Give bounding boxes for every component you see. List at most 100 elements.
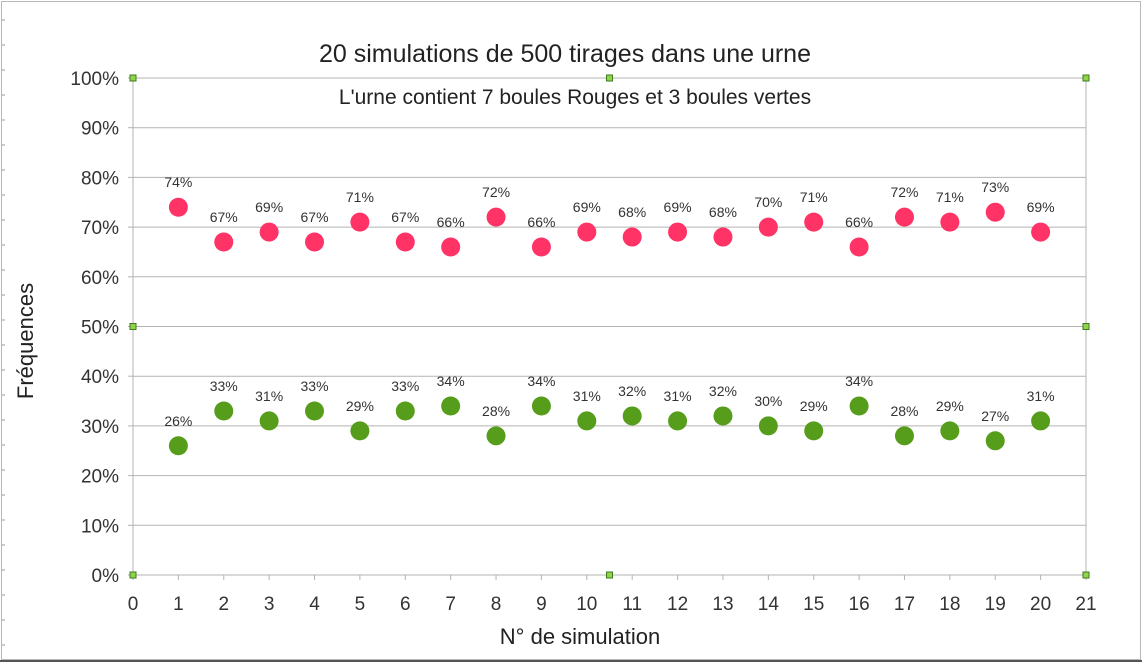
x-tick-label: 11 (622, 594, 642, 615)
data-point (758, 217, 778, 237)
data-point (259, 411, 279, 431)
data-point (622, 406, 642, 426)
y-axis-label: Fréquences (13, 283, 38, 399)
x-tick-label: 3 (264, 594, 275, 615)
x-tick-label: 14 (758, 594, 780, 615)
data-label: 29% (800, 398, 828, 414)
data-point (168, 197, 188, 217)
data-label: 33% (301, 378, 329, 394)
data-point (1031, 222, 1051, 242)
resize-handle[interactable] (1082, 74, 1090, 82)
data-point (168, 436, 188, 456)
data-point (804, 212, 824, 232)
data-label: 34% (527, 373, 555, 389)
x-tick-label: 5 (355, 594, 366, 615)
data-label: 72% (482, 184, 510, 200)
chart-subtitle: L'urne contient 7 boules Rouges et 3 bou… (339, 86, 811, 109)
data-point (940, 212, 960, 232)
data-label: 31% (1027, 388, 1055, 404)
data-label: 71% (346, 189, 374, 205)
data-point (713, 227, 733, 247)
x-tick-label: 18 (939, 594, 960, 615)
data-point (758, 416, 778, 436)
y-tick-label: 100% (70, 69, 119, 90)
resize-handle[interactable] (606, 74, 613, 82)
x-tick-label: 21 (1075, 594, 1096, 615)
data-label: 70% (754, 194, 782, 210)
x-tick-label: 10 (576, 594, 597, 615)
y-tick-label: 40% (81, 367, 119, 388)
data-label: 28% (890, 403, 918, 419)
x-tick-label: 9 (536, 594, 547, 615)
x-tick-label: 6 (400, 594, 411, 615)
data-label: 31% (664, 388, 692, 404)
x-tick-label: 4 (309, 594, 320, 615)
data-label: 68% (709, 204, 737, 220)
resize-handle[interactable] (129, 74, 137, 82)
data-point (849, 396, 869, 416)
x-tick-label: 7 (445, 594, 456, 615)
y-tick-label: 30% (81, 417, 119, 438)
data-point (985, 431, 1005, 451)
x-tick-label: 15 (803, 594, 824, 615)
y-tick-label: 90% (81, 119, 119, 140)
data-label: 67% (301, 209, 329, 225)
data-label: 66% (527, 214, 555, 230)
data-label: 28% (482, 403, 510, 419)
data-point (668, 222, 688, 242)
data-label: 69% (664, 199, 692, 215)
data-label: 66% (437, 214, 465, 230)
data-point (214, 401, 234, 421)
x-tick-label: 1 (173, 594, 184, 615)
resize-handle[interactable] (606, 571, 613, 579)
resize-handle[interactable] (129, 571, 137, 579)
chart-title: 20 simulations de 500 tirages dans une u… (319, 40, 811, 68)
resize-handle[interactable] (1082, 571, 1090, 579)
data-point (985, 202, 1005, 222)
data-label: 69% (255, 199, 283, 215)
data-point (486, 426, 506, 446)
data-label: 26% (164, 413, 192, 429)
y-tick-label: 10% (81, 516, 119, 537)
x-axis-label: N° de simulation (500, 624, 660, 649)
gridlines (128, 77, 1087, 580)
data-label: 73% (981, 179, 1009, 195)
x-tick-label: 8 (491, 594, 502, 615)
x-tick-label: 20 (1030, 594, 1051, 615)
data-point (894, 426, 914, 446)
selection-handles[interactable] (129, 74, 1090, 579)
data-point (894, 207, 914, 227)
data-label: 31% (255, 388, 283, 404)
data-point (441, 237, 461, 257)
data-label: 31% (573, 388, 601, 404)
data-point (350, 212, 370, 232)
data-label: 33% (391, 378, 419, 394)
data-label: 33% (210, 378, 238, 394)
data-label: 29% (936, 398, 964, 414)
data-point (1031, 411, 1051, 431)
y-tick-label: 70% (81, 218, 119, 239)
y-tick-label: 20% (81, 467, 119, 488)
left-ruler (2, 19, 5, 646)
data-point (531, 396, 551, 416)
resize-handle[interactable] (1082, 323, 1090, 330)
data-point (668, 411, 688, 431)
data-label: 32% (618, 383, 646, 399)
y-tick-label: 0% (92, 566, 120, 587)
data-label: 67% (210, 209, 238, 225)
data-point (214, 232, 234, 252)
data-label: 69% (1027, 199, 1055, 215)
data-label: 71% (800, 189, 828, 205)
resize-handle[interactable] (129, 323, 137, 330)
data-point (531, 237, 551, 257)
data-point (395, 232, 415, 252)
data-point (259, 222, 279, 242)
data-label: 32% (709, 383, 737, 399)
y-tick-label: 50% (81, 318, 119, 339)
data-label: 34% (845, 373, 873, 389)
data-label: 71% (936, 189, 964, 205)
data-point (804, 421, 824, 441)
data-label: 72% (890, 184, 918, 200)
